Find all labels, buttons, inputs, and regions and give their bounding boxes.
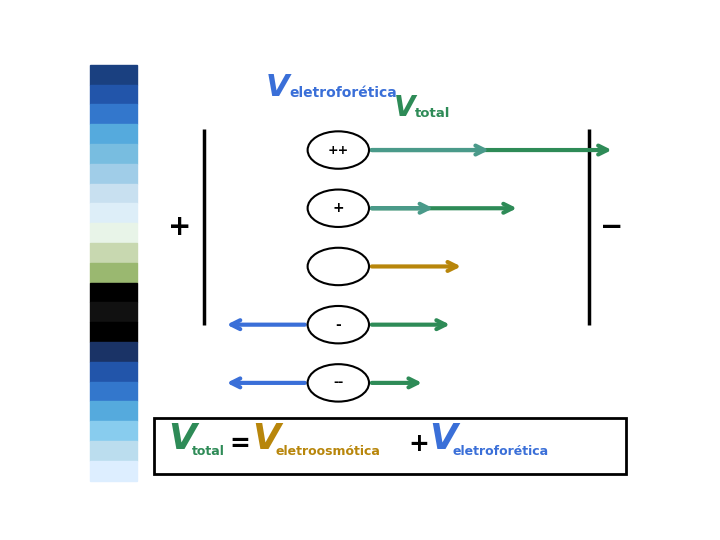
Bar <box>90 461 138 481</box>
Ellipse shape <box>307 248 369 285</box>
Text: eletroosmótica: eletroosmótica <box>345 446 450 458</box>
Text: =: = <box>230 432 251 456</box>
Bar <box>90 282 138 302</box>
Ellipse shape <box>307 306 369 343</box>
Bar <box>90 322 138 342</box>
Text: eletroforética: eletroforética <box>453 445 549 458</box>
Bar <box>90 144 138 164</box>
Bar <box>90 164 138 184</box>
Bar <box>90 263 138 282</box>
Text: --: -- <box>333 376 343 389</box>
Text: V: V <box>168 422 196 456</box>
Text: V: V <box>394 94 415 123</box>
Text: +: + <box>333 201 344 215</box>
Text: +: + <box>168 213 191 241</box>
Ellipse shape <box>307 190 369 227</box>
Bar <box>90 184 138 204</box>
Text: eletroforética: eletroforética <box>289 86 397 100</box>
Text: -: - <box>336 318 341 332</box>
Bar <box>90 421 138 441</box>
Text: eletroosmótica: eletroosmótica <box>275 445 380 458</box>
Text: V: V <box>252 422 280 456</box>
Bar <box>90 302 138 322</box>
Text: V: V <box>322 441 343 469</box>
Ellipse shape <box>307 131 369 168</box>
Bar <box>90 382 138 401</box>
Text: V: V <box>266 73 289 102</box>
Bar <box>90 441 138 461</box>
Ellipse shape <box>307 364 369 402</box>
Text: ++: ++ <box>328 144 349 157</box>
Bar <box>90 342 138 362</box>
Bar <box>90 124 138 144</box>
Bar <box>90 401 138 421</box>
Text: +: + <box>408 432 429 456</box>
Bar <box>90 65 138 85</box>
Bar <box>154 418 626 474</box>
Bar <box>90 362 138 382</box>
Text: V: V <box>429 422 457 456</box>
Bar <box>90 104 138 124</box>
Bar <box>90 243 138 263</box>
Bar <box>90 204 138 223</box>
Text: −: − <box>600 213 624 241</box>
Bar <box>90 85 138 104</box>
Text: total: total <box>415 107 451 120</box>
Text: total: total <box>192 445 225 458</box>
Bar <box>90 223 138 243</box>
